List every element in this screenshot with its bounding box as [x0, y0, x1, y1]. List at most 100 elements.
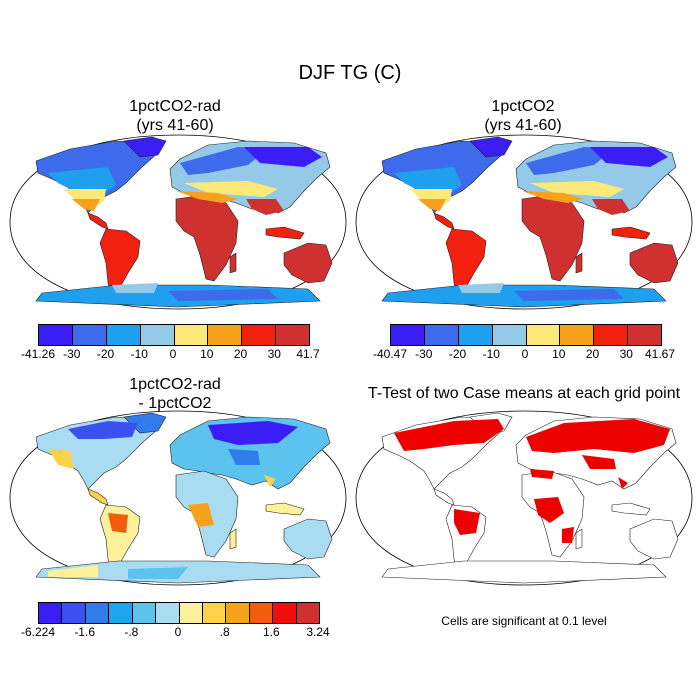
colorbar-swatch	[560, 325, 595, 345]
colorbar-swatch	[276, 325, 309, 345]
panel-2-land-camer	[433, 212, 455, 230]
panel-1-colorbar-labels: -41.26 -30 -20 -10 0 10 20 30 41.7	[21, 347, 320, 363]
panel-4-map	[355, 410, 693, 586]
significance-note: Cells are significant at 0.1 level	[441, 614, 607, 628]
colorbar-swatch	[156, 603, 180, 623]
colorbar-tick-label: -30	[63, 347, 81, 361]
colorbar-swatch	[628, 325, 661, 345]
colorbar-swatch	[273, 603, 297, 623]
panel-4-title: T-Test of two Case means at each grid po…	[354, 384, 694, 403]
colorbar-swatch	[140, 325, 175, 345]
colorbar-tick-label: 41.67	[644, 347, 676, 361]
panel-1-temperature-band	[246, 199, 284, 215]
panel-1-land-mad	[229, 252, 237, 274]
panel-2-temperature-band	[526, 147, 614, 175]
panel-3-land-aus	[283, 518, 333, 560]
colorbar-tick-label: 30	[267, 347, 281, 361]
panel-2-title-line-2: (yrs 41-60)	[484, 117, 562, 134]
panel-3-title: 1pctCO2-rad - 1pctCO2	[30, 375, 320, 413]
panel-1-colorbar	[38, 324, 310, 346]
panel-3-land-green	[123, 412, 167, 434]
colorbar-tick-label: -20	[448, 347, 467, 361]
colorbar-swatch	[202, 603, 227, 623]
panel-2-land-mad	[575, 252, 583, 274]
colorbar-swatch	[492, 325, 527, 345]
panel-3-difference-patch	[48, 565, 98, 577]
colorbar-swatch	[424, 325, 459, 345]
panel-4-significant-region	[526, 419, 670, 453]
colorbar-tick-label: 0	[174, 625, 182, 639]
panel-2-colorbar	[390, 324, 662, 346]
colorbar-swatch	[526, 325, 561, 345]
colorbar-tick-label: -41.26	[20, 347, 56, 361]
panel-2-colorbar-labels: -40.47 -30 -20 -10 0 10 20 30 41.67	[373, 347, 675, 363]
panel-1-temperature-band	[244, 147, 322, 167]
colorbar-tick-label: 20	[233, 347, 248, 361]
panel-3-difference-patch	[188, 503, 214, 527]
panel-4-title-line-1: T-Test of two Case means at each grid po…	[367, 385, 681, 402]
colorbar-swatch	[39, 603, 63, 623]
panel-1-title-line-1: 1pctCO2-rad	[129, 98, 221, 115]
panel-3-difference-patch	[264, 475, 276, 487]
panel-2-temperature-band	[590, 147, 668, 167]
panel-1-land-green	[123, 136, 167, 158]
panel-1-title-line-2: (yrs 41-60)	[136, 117, 214, 134]
colorbar-tick-label: 0	[169, 347, 177, 361]
colorbar-swatch	[242, 325, 277, 345]
colorbar-tick-label: 30	[619, 347, 633, 361]
colorbar-swatch	[109, 603, 133, 623]
figure-title: DJF TG (C)	[298, 62, 402, 84]
colorbar-tick-label: -30	[415, 347, 433, 361]
panel-2-title-line-1: 1pctCO2	[491, 98, 555, 115]
panel-2-temperature-band	[418, 199, 446, 211]
panel-3-land-mad	[229, 528, 237, 550]
panel-3-colorbar	[38, 602, 320, 624]
panel-4-significant-region	[562, 527, 574, 543]
colorbar-tick-label: 41.7	[296, 347, 320, 361]
panel-1-land-indo	[265, 226, 305, 240]
panel-3-title-line-1: 1pctCO2-rad	[129, 376, 221, 393]
panel-4-land-camer	[433, 488, 455, 506]
colorbar-swatch	[208, 325, 243, 345]
colorbar-swatch	[226, 603, 250, 623]
panel-3-map	[9, 410, 347, 586]
panel-1-land-camer	[87, 212, 109, 230]
panel-2-temperature-band	[522, 191, 584, 203]
panel-4-land-aus	[629, 518, 679, 560]
panel-1-temperature-band	[176, 191, 238, 203]
panel-3-land-indo	[265, 502, 305, 516]
panel-1-temperature-band	[180, 147, 268, 175]
colorbar-swatch	[106, 325, 141, 345]
colorbar-swatch	[62, 603, 86, 623]
panel-2-map	[355, 134, 693, 310]
panel-4-land-indo	[611, 502, 651, 516]
colorbar-tick-label: -.8	[124, 625, 139, 639]
panel-1-map	[9, 134, 347, 310]
colorbar-swatch	[594, 325, 629, 345]
colorbar-swatch	[179, 603, 203, 623]
panel-1-land-aus	[283, 242, 333, 284]
panel-4-significant-region	[394, 419, 504, 451]
panel-2-title: 1pctCO2 (yrs 41-60)	[378, 97, 668, 135]
panel-4-significant-region	[454, 509, 480, 535]
panel-4-significant-region	[582, 455, 616, 469]
panel-1-title: 1pctCO2-rad (yrs 41-60)	[30, 97, 320, 135]
panel-2-temperature-band	[514, 289, 624, 301]
colorbar-swatch	[72, 325, 107, 345]
colorbar-tick-label: .8	[219, 625, 230, 639]
panel-2-temperature-band	[592, 199, 630, 215]
colorbar-tick-label: -10	[130, 347, 148, 361]
colorbar-tick-label: -10	[482, 347, 500, 361]
colorbar-tick-label: 0	[521, 347, 529, 361]
panel-4-significant-region	[534, 497, 564, 523]
panel-4-land-ant	[381, 560, 667, 584]
colorbar-swatch	[249, 603, 274, 623]
colorbar-swatch	[458, 325, 493, 345]
panel-3-difference-patch	[68, 421, 138, 439]
colorbar-swatch	[296, 603, 320, 623]
panel-2-land-afr	[521, 194, 585, 282]
colorbar-swatch	[174, 325, 209, 345]
panel-1-temperature-band	[168, 289, 278, 301]
colorbar-swatch	[391, 325, 425, 345]
panel-3-title-line-2: - 1pctCO2	[138, 395, 212, 412]
